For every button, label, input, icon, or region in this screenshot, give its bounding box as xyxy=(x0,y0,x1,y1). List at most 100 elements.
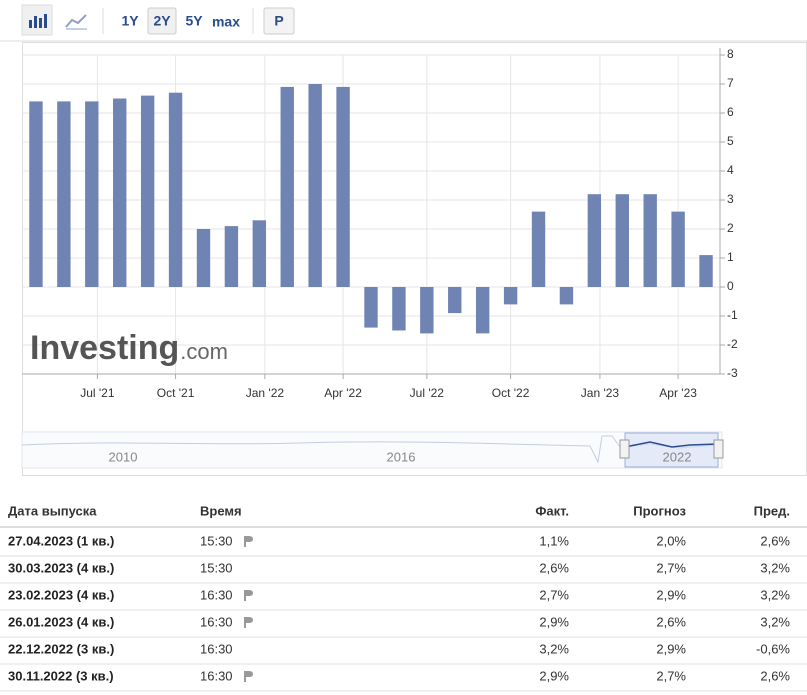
column-header: Прогноз xyxy=(633,503,686,518)
release-date: 30.03.2023 (4 кв.) xyxy=(8,560,114,575)
bar xyxy=(280,86,294,288)
release-date: 22.12.2022 (3 кв.) xyxy=(8,641,114,656)
navigator-label: 2016 xyxy=(387,449,416,464)
previous-value: 3,2% xyxy=(760,560,790,575)
y-tick-label: 7 xyxy=(727,76,734,90)
navigator[interactable] xyxy=(21,431,723,469)
bar xyxy=(420,287,434,334)
navigator-line xyxy=(21,435,719,464)
bar xyxy=(559,287,574,305)
release-time: 16:30 xyxy=(200,614,233,629)
navigator-selection[interactable] xyxy=(624,432,719,468)
bar xyxy=(364,287,378,328)
range-active-box[interactable] xyxy=(147,7,177,35)
column-header: Факт. xyxy=(535,503,569,518)
column-header: Время xyxy=(200,503,242,518)
range-button[interactable]: 1Y xyxy=(121,13,139,29)
release-date: 26.01.2023 (4 кв.) xyxy=(8,614,114,629)
navigator-handle-left[interactable] xyxy=(619,439,630,459)
x-tick-label: Jul '22 xyxy=(410,386,445,400)
y-tick-label: 5 xyxy=(727,134,734,148)
y-tick-label: -2 xyxy=(727,337,738,351)
bar xyxy=(113,98,127,287)
bar xyxy=(615,194,629,287)
previous-value: 2,6% xyxy=(760,533,790,548)
preliminary-icon xyxy=(244,617,253,628)
bar xyxy=(224,226,239,287)
bar xyxy=(699,255,713,287)
bar xyxy=(29,101,43,288)
bar xyxy=(475,287,490,334)
release-date: 30.11.2022 (3 кв.) xyxy=(8,668,114,683)
bar xyxy=(643,194,657,287)
forecast-value: 2,7% xyxy=(656,668,686,683)
y-tick-label: -3 xyxy=(727,366,738,380)
range-button[interactable]: max xyxy=(212,14,240,30)
forecast-value: 2,9% xyxy=(656,641,686,656)
previous-value: 2,6% xyxy=(760,668,790,683)
release-time: 16:30 xyxy=(200,587,233,602)
bar xyxy=(531,211,546,287)
navigator-selected-line xyxy=(624,441,719,448)
y-tick-label: 0 xyxy=(727,279,734,293)
bar xyxy=(448,287,462,314)
y-tick-label: 8 xyxy=(727,47,734,61)
x-tick-label: Oct '21 xyxy=(157,386,195,400)
y-tick-label: 4 xyxy=(727,163,734,177)
bar-icon xyxy=(29,14,47,28)
chart-frame xyxy=(22,42,807,476)
line-chart-button[interactable] xyxy=(65,14,87,30)
previous-value: -0,6% xyxy=(756,641,790,656)
previous-value: 3,2% xyxy=(760,614,790,629)
column-header: Дата выпуска xyxy=(8,503,97,518)
x-tick-label: Apr '22 xyxy=(324,386,362,400)
price-button[interactable]: P xyxy=(274,13,283,29)
y-tick-label: 6 xyxy=(727,105,734,119)
x-tick-label: Jan '22 xyxy=(246,386,285,400)
preliminary-icon xyxy=(244,671,253,682)
navigator-label: 2010 xyxy=(109,449,138,464)
release-time: 16:30 xyxy=(200,641,233,656)
line-icon xyxy=(65,14,87,28)
actual-value: 3,2% xyxy=(539,641,569,656)
bar xyxy=(168,92,183,287)
watermark: Investing xyxy=(30,329,179,367)
bar xyxy=(671,211,685,287)
release-time: 15:30 xyxy=(200,533,233,548)
bar xyxy=(336,86,350,288)
forecast-value: 2,0% xyxy=(656,533,686,548)
release-time: 16:30 xyxy=(200,668,233,683)
actual-value: 2,9% xyxy=(539,614,569,629)
bar xyxy=(503,287,518,305)
y-tick-label: 3 xyxy=(727,192,734,206)
navigator-handle-right[interactable] xyxy=(713,439,724,459)
y-tick-label: -1 xyxy=(727,308,738,322)
bar xyxy=(196,229,211,287)
actual-value: 2,7% xyxy=(539,587,569,602)
bar xyxy=(392,287,406,331)
forecast-value: 2,7% xyxy=(656,560,686,575)
y-tick-label: 2 xyxy=(727,221,734,235)
previous-value: 3,2% xyxy=(760,587,790,602)
x-tick-label: Jan '23 xyxy=(581,386,620,400)
price-button-box[interactable] xyxy=(263,7,295,35)
forecast-value: 2,9% xyxy=(656,587,686,602)
x-tick-label: Jul '21 xyxy=(80,386,115,400)
preliminary-icon xyxy=(244,590,253,601)
release-date: 23.02.2023 (4 кв.) xyxy=(8,587,114,602)
x-tick-label: Apr '23 xyxy=(659,386,697,400)
release-date: 27.04.2023 (1 кв.) xyxy=(8,533,114,548)
watermark-suffix: .com xyxy=(180,339,228,364)
y-tick-label: 1 xyxy=(727,250,734,264)
bar xyxy=(587,194,602,287)
column-header: Пред. xyxy=(754,503,790,518)
range-button[interactable]: 5Y xyxy=(185,13,203,29)
actual-value: 2,6% xyxy=(539,560,569,575)
range-button[interactable]: 2Y xyxy=(153,13,171,29)
actual-value: 2,9% xyxy=(539,668,569,683)
bar xyxy=(252,220,267,287)
preliminary-icon xyxy=(244,536,253,547)
release-time: 15:30 xyxy=(200,560,233,575)
